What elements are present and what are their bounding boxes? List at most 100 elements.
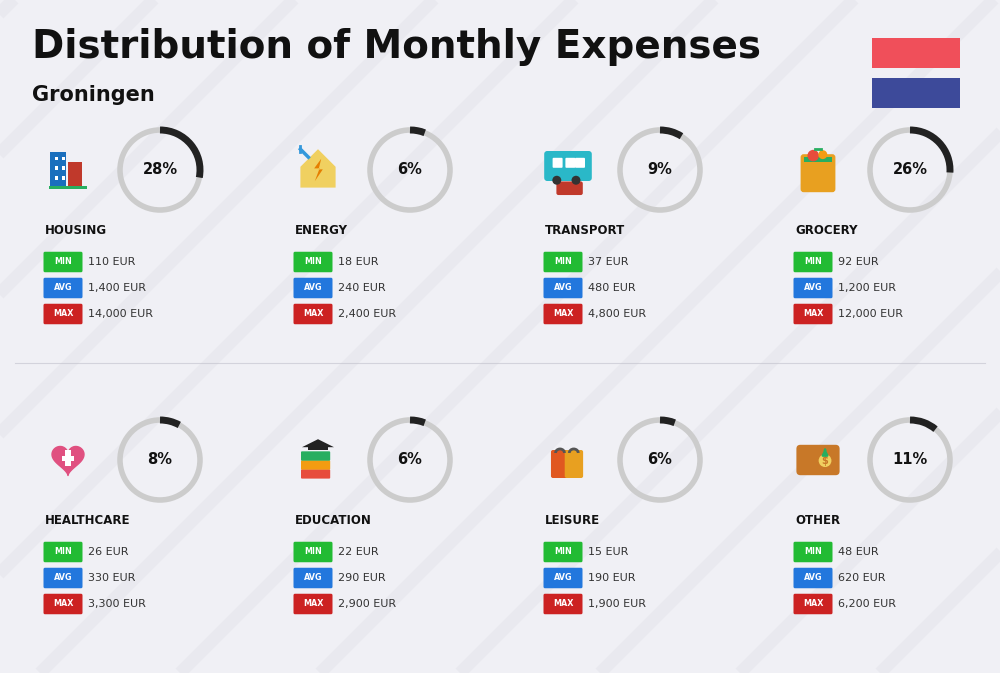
FancyBboxPatch shape <box>301 460 330 470</box>
FancyBboxPatch shape <box>55 166 58 170</box>
Circle shape <box>552 176 561 184</box>
FancyBboxPatch shape <box>565 450 583 478</box>
Circle shape <box>819 454 831 467</box>
Text: 8%: 8% <box>148 452 173 468</box>
FancyBboxPatch shape <box>565 157 575 168</box>
Polygon shape <box>302 439 334 447</box>
Text: MAX: MAX <box>553 310 573 318</box>
Text: 620 EUR: 620 EUR <box>838 573 886 583</box>
Text: GROCERY: GROCERY <box>795 223 857 236</box>
Text: 28%: 28% <box>142 162 178 178</box>
FancyBboxPatch shape <box>794 304 832 324</box>
Text: AVG: AVG <box>554 573 572 583</box>
FancyBboxPatch shape <box>44 278 82 298</box>
FancyBboxPatch shape <box>294 594 332 614</box>
FancyBboxPatch shape <box>294 252 332 273</box>
Text: MIN: MIN <box>554 258 572 267</box>
FancyBboxPatch shape <box>44 568 82 588</box>
Text: MAX: MAX <box>303 600 323 608</box>
FancyBboxPatch shape <box>544 304 582 324</box>
Text: MAX: MAX <box>53 600 73 608</box>
Text: 92 EUR: 92 EUR <box>838 257 879 267</box>
Text: MIN: MIN <box>304 258 322 267</box>
Text: 14,000 EUR: 14,000 EUR <box>88 309 153 319</box>
Text: ENERGY: ENERGY <box>295 223 348 236</box>
Text: MIN: MIN <box>554 548 572 557</box>
FancyBboxPatch shape <box>44 252 82 273</box>
FancyBboxPatch shape <box>301 469 330 479</box>
FancyBboxPatch shape <box>62 166 65 170</box>
Polygon shape <box>52 446 84 475</box>
Text: 9%: 9% <box>648 162 672 178</box>
FancyBboxPatch shape <box>872 38 960 68</box>
FancyBboxPatch shape <box>55 176 58 180</box>
Circle shape <box>807 150 819 162</box>
FancyBboxPatch shape <box>62 176 65 180</box>
Text: AVG: AVG <box>54 573 72 583</box>
FancyBboxPatch shape <box>551 450 569 478</box>
Text: 22 EUR: 22 EUR <box>338 547 379 557</box>
Text: OTHER: OTHER <box>795 513 840 526</box>
Text: AVG: AVG <box>554 283 572 293</box>
Text: LEISURE: LEISURE <box>545 513 600 526</box>
Text: 190 EUR: 190 EUR <box>588 573 636 583</box>
Text: AVG: AVG <box>804 573 822 583</box>
FancyBboxPatch shape <box>44 304 82 324</box>
Text: 480 EUR: 480 EUR <box>588 283 636 293</box>
FancyBboxPatch shape <box>49 186 87 189</box>
Text: 26 EUR: 26 EUR <box>88 547 128 557</box>
Text: Distribution of Monthly Expenses: Distribution of Monthly Expenses <box>32 28 761 66</box>
Text: 26%: 26% <box>893 162 928 178</box>
FancyBboxPatch shape <box>544 568 582 588</box>
Text: 6%: 6% <box>398 162 422 178</box>
Text: MAX: MAX <box>53 310 73 318</box>
Text: AVG: AVG <box>804 283 822 293</box>
Polygon shape <box>300 149 336 188</box>
FancyBboxPatch shape <box>294 568 332 588</box>
FancyBboxPatch shape <box>544 594 582 614</box>
FancyBboxPatch shape <box>544 252 582 273</box>
Text: 6,200 EUR: 6,200 EUR <box>838 599 896 609</box>
FancyBboxPatch shape <box>65 450 71 466</box>
Text: 1,400 EUR: 1,400 EUR <box>88 283 146 293</box>
Text: MAX: MAX <box>803 310 823 318</box>
Polygon shape <box>314 159 323 181</box>
Text: 110 EUR: 110 EUR <box>88 257 135 267</box>
Text: TRANSPORT: TRANSPORT <box>545 223 625 236</box>
Text: MAX: MAX <box>303 310 323 318</box>
FancyBboxPatch shape <box>294 278 332 298</box>
Text: EDUCATION: EDUCATION <box>295 513 372 526</box>
Text: MIN: MIN <box>304 548 322 557</box>
FancyBboxPatch shape <box>308 446 328 450</box>
FancyBboxPatch shape <box>796 445 840 475</box>
FancyBboxPatch shape <box>301 452 330 461</box>
FancyBboxPatch shape <box>544 542 582 562</box>
Text: 18 EUR: 18 EUR <box>338 257 378 267</box>
Text: AVG: AVG <box>304 283 322 293</box>
FancyBboxPatch shape <box>794 594 832 614</box>
Text: MIN: MIN <box>804 548 822 557</box>
Text: MAX: MAX <box>803 600 823 608</box>
Text: MAX: MAX <box>553 600 573 608</box>
Text: Groningen: Groningen <box>32 85 155 105</box>
Text: MIN: MIN <box>54 548 72 557</box>
FancyBboxPatch shape <box>544 278 582 298</box>
FancyBboxPatch shape <box>794 278 832 298</box>
Text: 3,300 EUR: 3,300 EUR <box>88 599 146 609</box>
FancyBboxPatch shape <box>294 304 332 324</box>
FancyBboxPatch shape <box>44 542 82 562</box>
Text: 2,900 EUR: 2,900 EUR <box>338 599 396 609</box>
Text: 15 EUR: 15 EUR <box>588 547 628 557</box>
FancyBboxPatch shape <box>544 151 592 181</box>
FancyBboxPatch shape <box>575 157 585 168</box>
FancyBboxPatch shape <box>44 594 82 614</box>
Circle shape <box>572 176 580 184</box>
Text: AVG: AVG <box>54 283 72 293</box>
FancyBboxPatch shape <box>68 162 82 188</box>
FancyBboxPatch shape <box>50 152 66 188</box>
Text: HOUSING: HOUSING <box>45 223 107 236</box>
Text: 1,900 EUR: 1,900 EUR <box>588 599 646 609</box>
Text: $: $ <box>822 456 828 466</box>
Text: 12,000 EUR: 12,000 EUR <box>838 309 903 319</box>
FancyBboxPatch shape <box>794 252 832 273</box>
